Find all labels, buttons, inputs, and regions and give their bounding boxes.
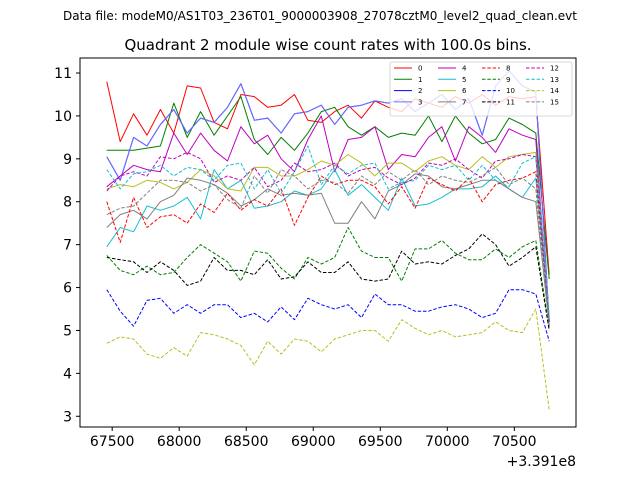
plot-area: 67500 68000 68500 69000 69500 70000 70500 3 4 5 6 7… [54,57,577,450]
suptitle: Data file: modeM0/AS1T03_236T01_90000039… [63,9,577,23]
series-line-6 [106,151,550,318]
series-line-13 [106,145,550,318]
legend-label-8: 8 [506,65,510,73]
series-line-15 [106,166,550,327]
x-tick-label: 68000 [157,434,202,450]
x-tick-label: 68500 [224,434,269,450]
legend-label-10: 10 [506,87,515,95]
legend-label-7: 7 [462,98,466,106]
series-line-3 [106,70,550,322]
chart-title: Quadrant 2 module wise count rates with … [124,36,531,54]
series-line-9 [106,227,550,329]
legend-label-2: 2 [418,87,422,95]
legend-label-4: 4 [462,65,467,73]
series-line-14 [106,308,550,410]
series-line-4 [106,115,550,327]
x-tick-label: 70500 [492,434,537,450]
legend-label-1: 1 [418,76,422,84]
series-line-8 [106,171,550,322]
legend-label-9: 9 [506,76,510,84]
legend-label-6: 6 [462,87,467,95]
y-tick-label: 4 [63,366,72,382]
x-tick-label: 69500 [358,434,403,450]
legend-label-14: 14 [550,87,559,95]
x-offset-label: +3.391e8 [507,454,576,470]
y-tick-label: 9 [63,152,72,168]
legend-label-12: 12 [550,65,559,73]
series-line-5 [106,169,550,318]
series-line-7 [106,173,550,325]
legend-label-0: 0 [418,65,422,73]
legend-label-13: 13 [550,76,559,84]
y-tick-label: 6 [63,281,72,297]
plot-frame [79,57,577,428]
series-line-1 [106,96,550,280]
legend-label-15: 15 [550,98,559,106]
y-tick-label: 5 [63,323,72,339]
y-tick-label: 3 [63,409,72,425]
y-tick-label: 11 [54,66,72,82]
legend-label-3: 3 [418,98,422,106]
series-line-12 [106,151,550,322]
x-tick-label: 69000 [291,434,336,450]
x-tick-label: 70000 [425,434,470,450]
series-line-11 [106,233,550,331]
y-tick-label: 8 [63,195,72,211]
legend-box [389,61,573,117]
y-tick-label: 10 [54,109,72,125]
series-line-10 [106,289,550,342]
legend-label-5: 5 [462,76,466,84]
x-tick-label: 67500 [90,434,135,450]
y-tick-label: 7 [63,238,72,254]
legend-label-11: 11 [506,98,515,106]
